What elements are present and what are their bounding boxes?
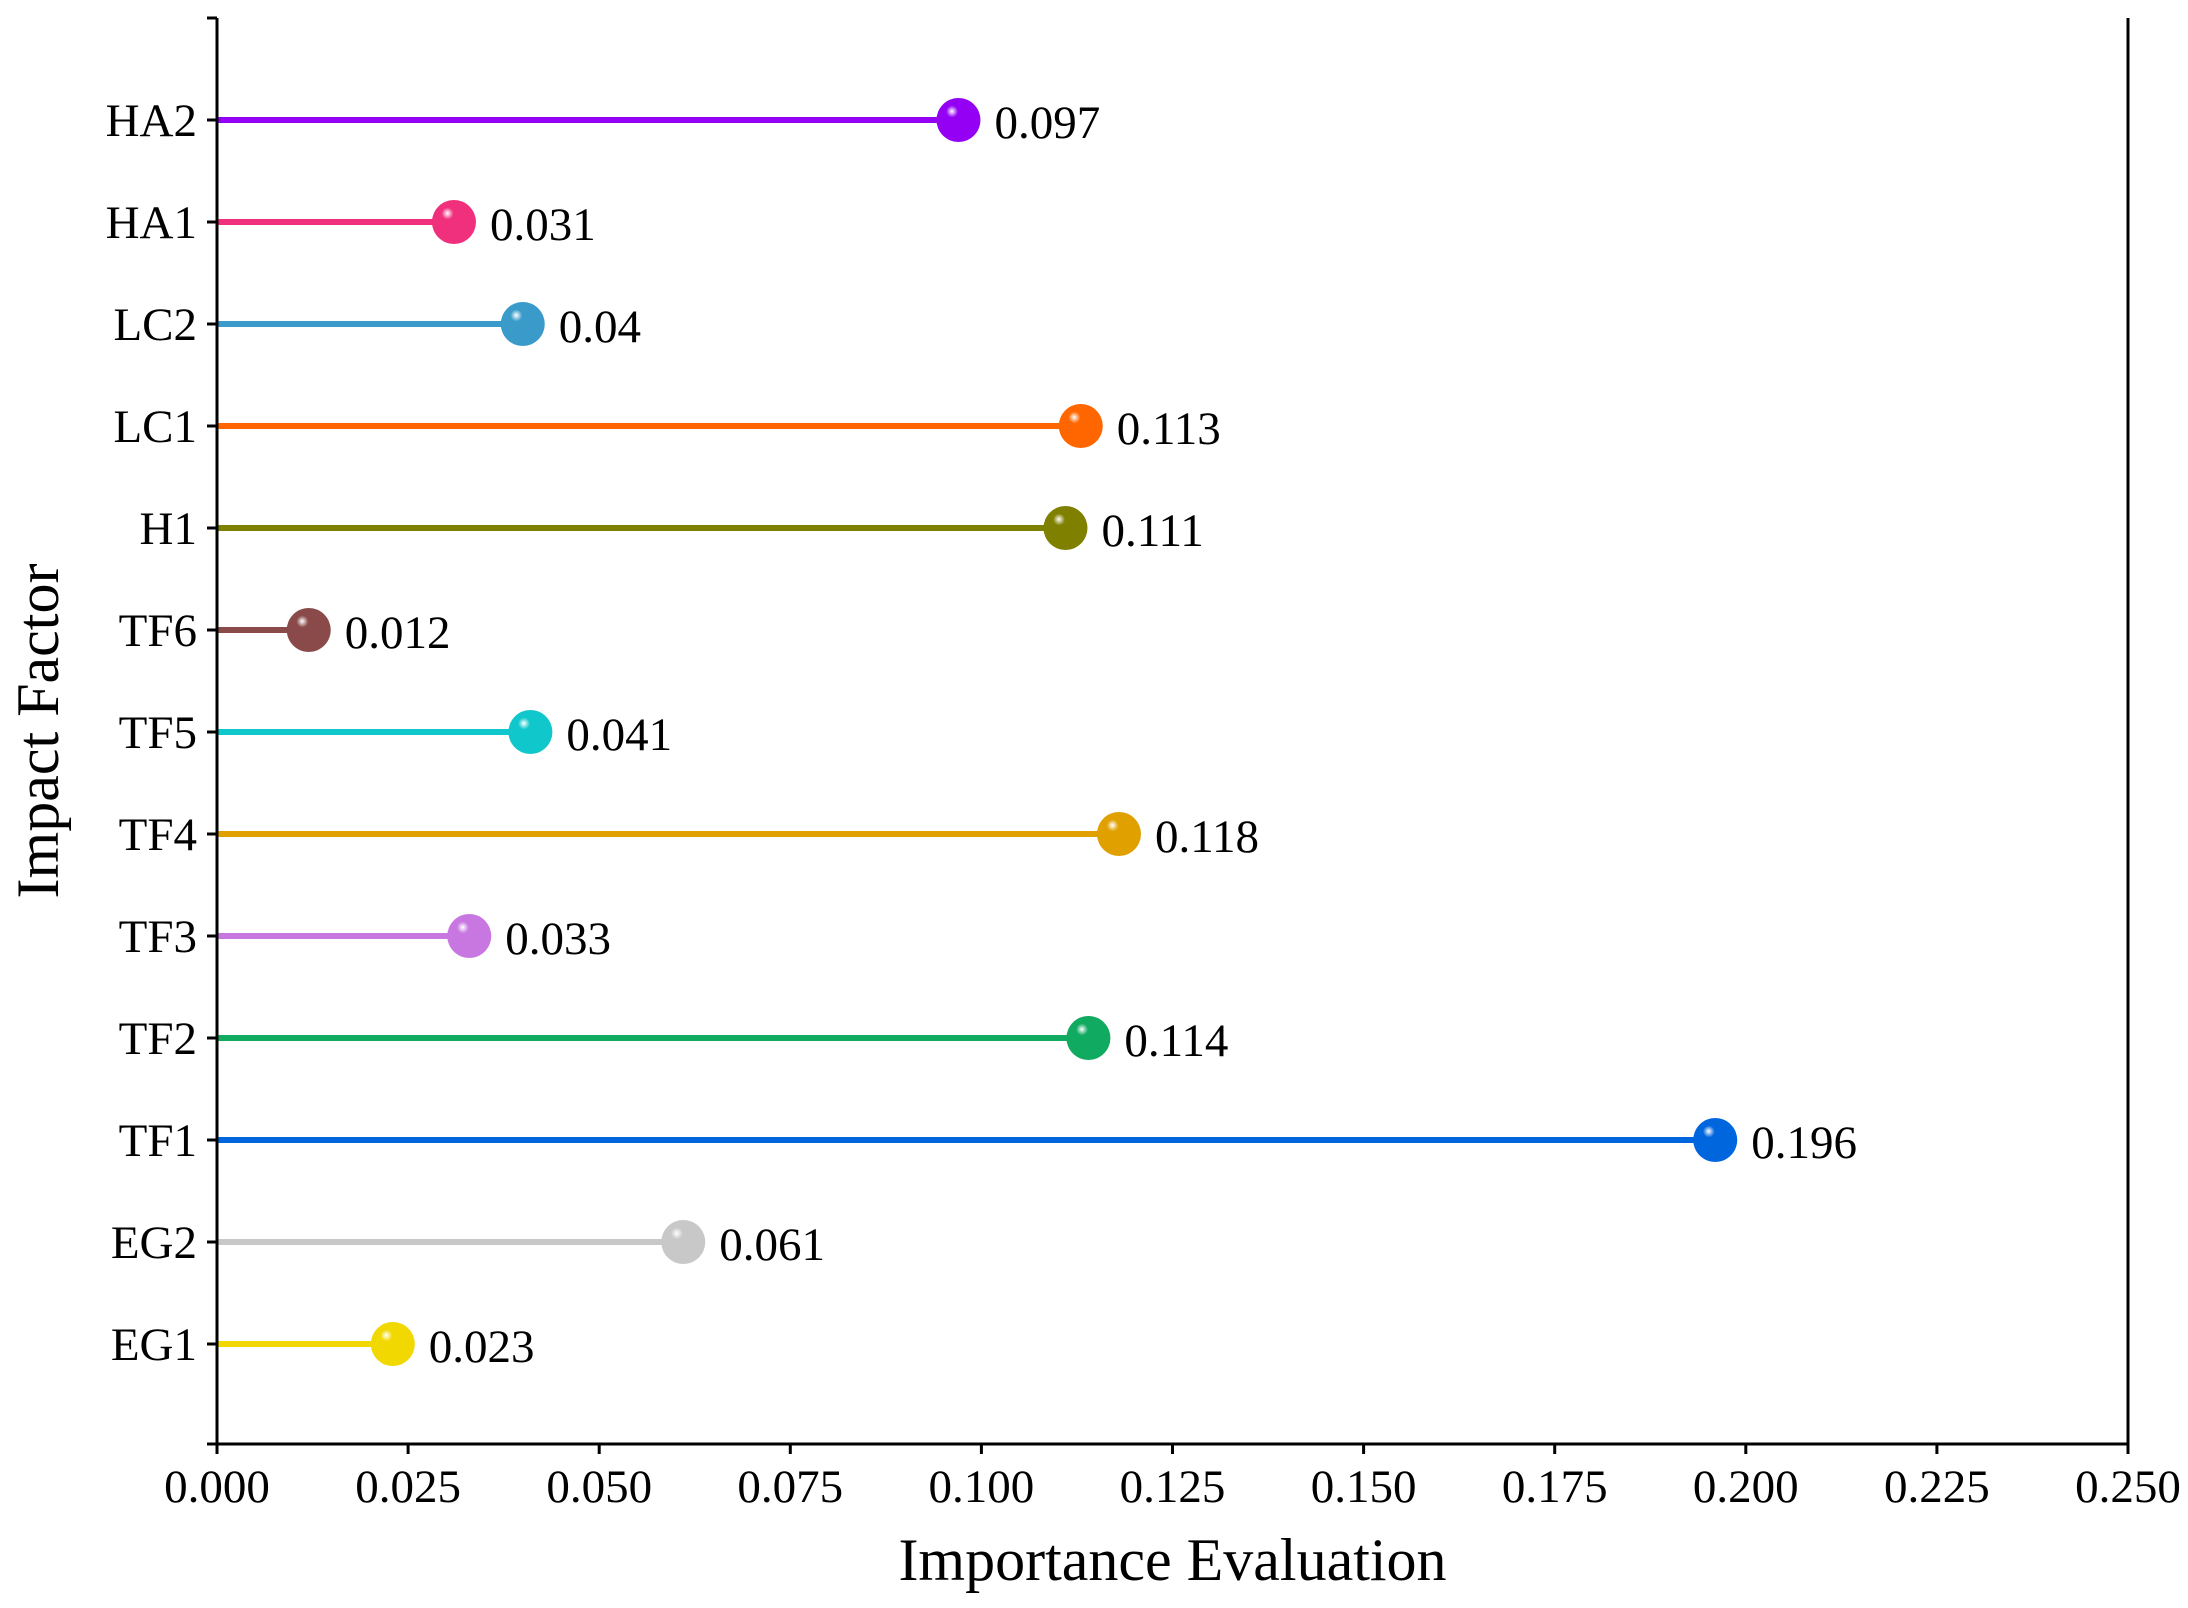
x-tick-label: 0.175 [1502, 1461, 1608, 1513]
y-tick-label-eg1: EG1 [111, 1319, 197, 1371]
x-tick-label: 0.000 [164, 1461, 270, 1513]
y-tick-label-tf2: TF2 [119, 1013, 197, 1065]
y-tick-label-lc2: LC2 [113, 299, 197, 351]
y-tick-label-tf1: TF1 [119, 1115, 197, 1167]
marker-tf1 [1693, 1118, 1738, 1162]
value-label-eg2: 0.061 [719, 1219, 825, 1271]
y-tick-label-ha2: HA2 [106, 95, 197, 147]
value-label-tf1: 0.196 [1751, 1117, 1857, 1169]
y-tick-label-tf4: TF4 [119, 809, 197, 861]
x-tick-label: 0.075 [737, 1461, 843, 1513]
marker-h1 [1043, 506, 1088, 550]
value-label-tf4: 0.118 [1155, 811, 1259, 863]
value-label-tf6: 0.012 [345, 607, 451, 659]
labels-layer: 0.097 0.031 0.04 0.113 0.111 0.012 0.041 0.118 0… [345, 97, 1857, 1373]
value-label-ha2: 0.097 [994, 97, 1100, 149]
x-tick-label: 0.025 [355, 1461, 461, 1513]
value-label-tf5: 0.041 [566, 709, 672, 761]
stems-layer [217, 117, 1716, 1347]
y-tick-label-tf5: TF5 [119, 707, 197, 759]
x-tick-label: 0.125 [1120, 1461, 1226, 1513]
x-tick-label: 0.225 [1884, 1461, 1990, 1513]
value-label-h1: 0.111 [1101, 505, 1203, 557]
marker-lc2 [500, 302, 545, 346]
marker-eg1 [370, 1322, 415, 1366]
axes: 0.000 0.025 0.050 0.075 0.100 0.125 0.150 0.175… [106, 16, 2181, 1513]
y-tick-label-eg2: EG2 [111, 1217, 197, 1269]
marker-tf4 [1096, 812, 1141, 856]
value-label-tf2: 0.114 [1124, 1015, 1228, 1067]
x-tick-label: 0.250 [2075, 1461, 2181, 1513]
value-label-lc2: 0.04 [559, 301, 641, 353]
x-tick-label: 0.200 [1693, 1461, 1799, 1513]
marker-tf2 [1066, 1016, 1111, 1060]
value-label-lc1: 0.113 [1117, 403, 1221, 455]
y-tick-label-h1: H1 [140, 503, 197, 555]
marker-tf3 [447, 914, 492, 958]
y-tick-label-lc1: LC1 [113, 401, 197, 453]
x-tick-label: 0.100 [929, 1461, 1035, 1513]
y-axis-title: Impact Factor [5, 564, 71, 899]
value-label-ha1: 0.031 [490, 199, 596, 251]
marker-ha2 [936, 98, 981, 142]
y-tick-label-ha1: HA1 [106, 197, 197, 249]
marker-ha1 [431, 200, 476, 244]
value-label-eg1: 0.023 [429, 1321, 535, 1373]
marker-tf5 [508, 710, 553, 754]
marker-lc1 [1058, 404, 1103, 448]
x-tick-label: 0.050 [546, 1461, 652, 1513]
marker-tf6 [286, 608, 331, 652]
markers-layer [286, 98, 1738, 1366]
x-tick-label: 0.150 [1311, 1461, 1417, 1513]
value-label-tf3: 0.033 [505, 913, 611, 965]
y-tick-label-tf6: TF6 [119, 605, 197, 657]
x-axis-title: Importance Evaluation [898, 1527, 1446, 1593]
marker-eg2 [661, 1220, 706, 1264]
y-tick-label-tf3: TF3 [119, 911, 197, 963]
